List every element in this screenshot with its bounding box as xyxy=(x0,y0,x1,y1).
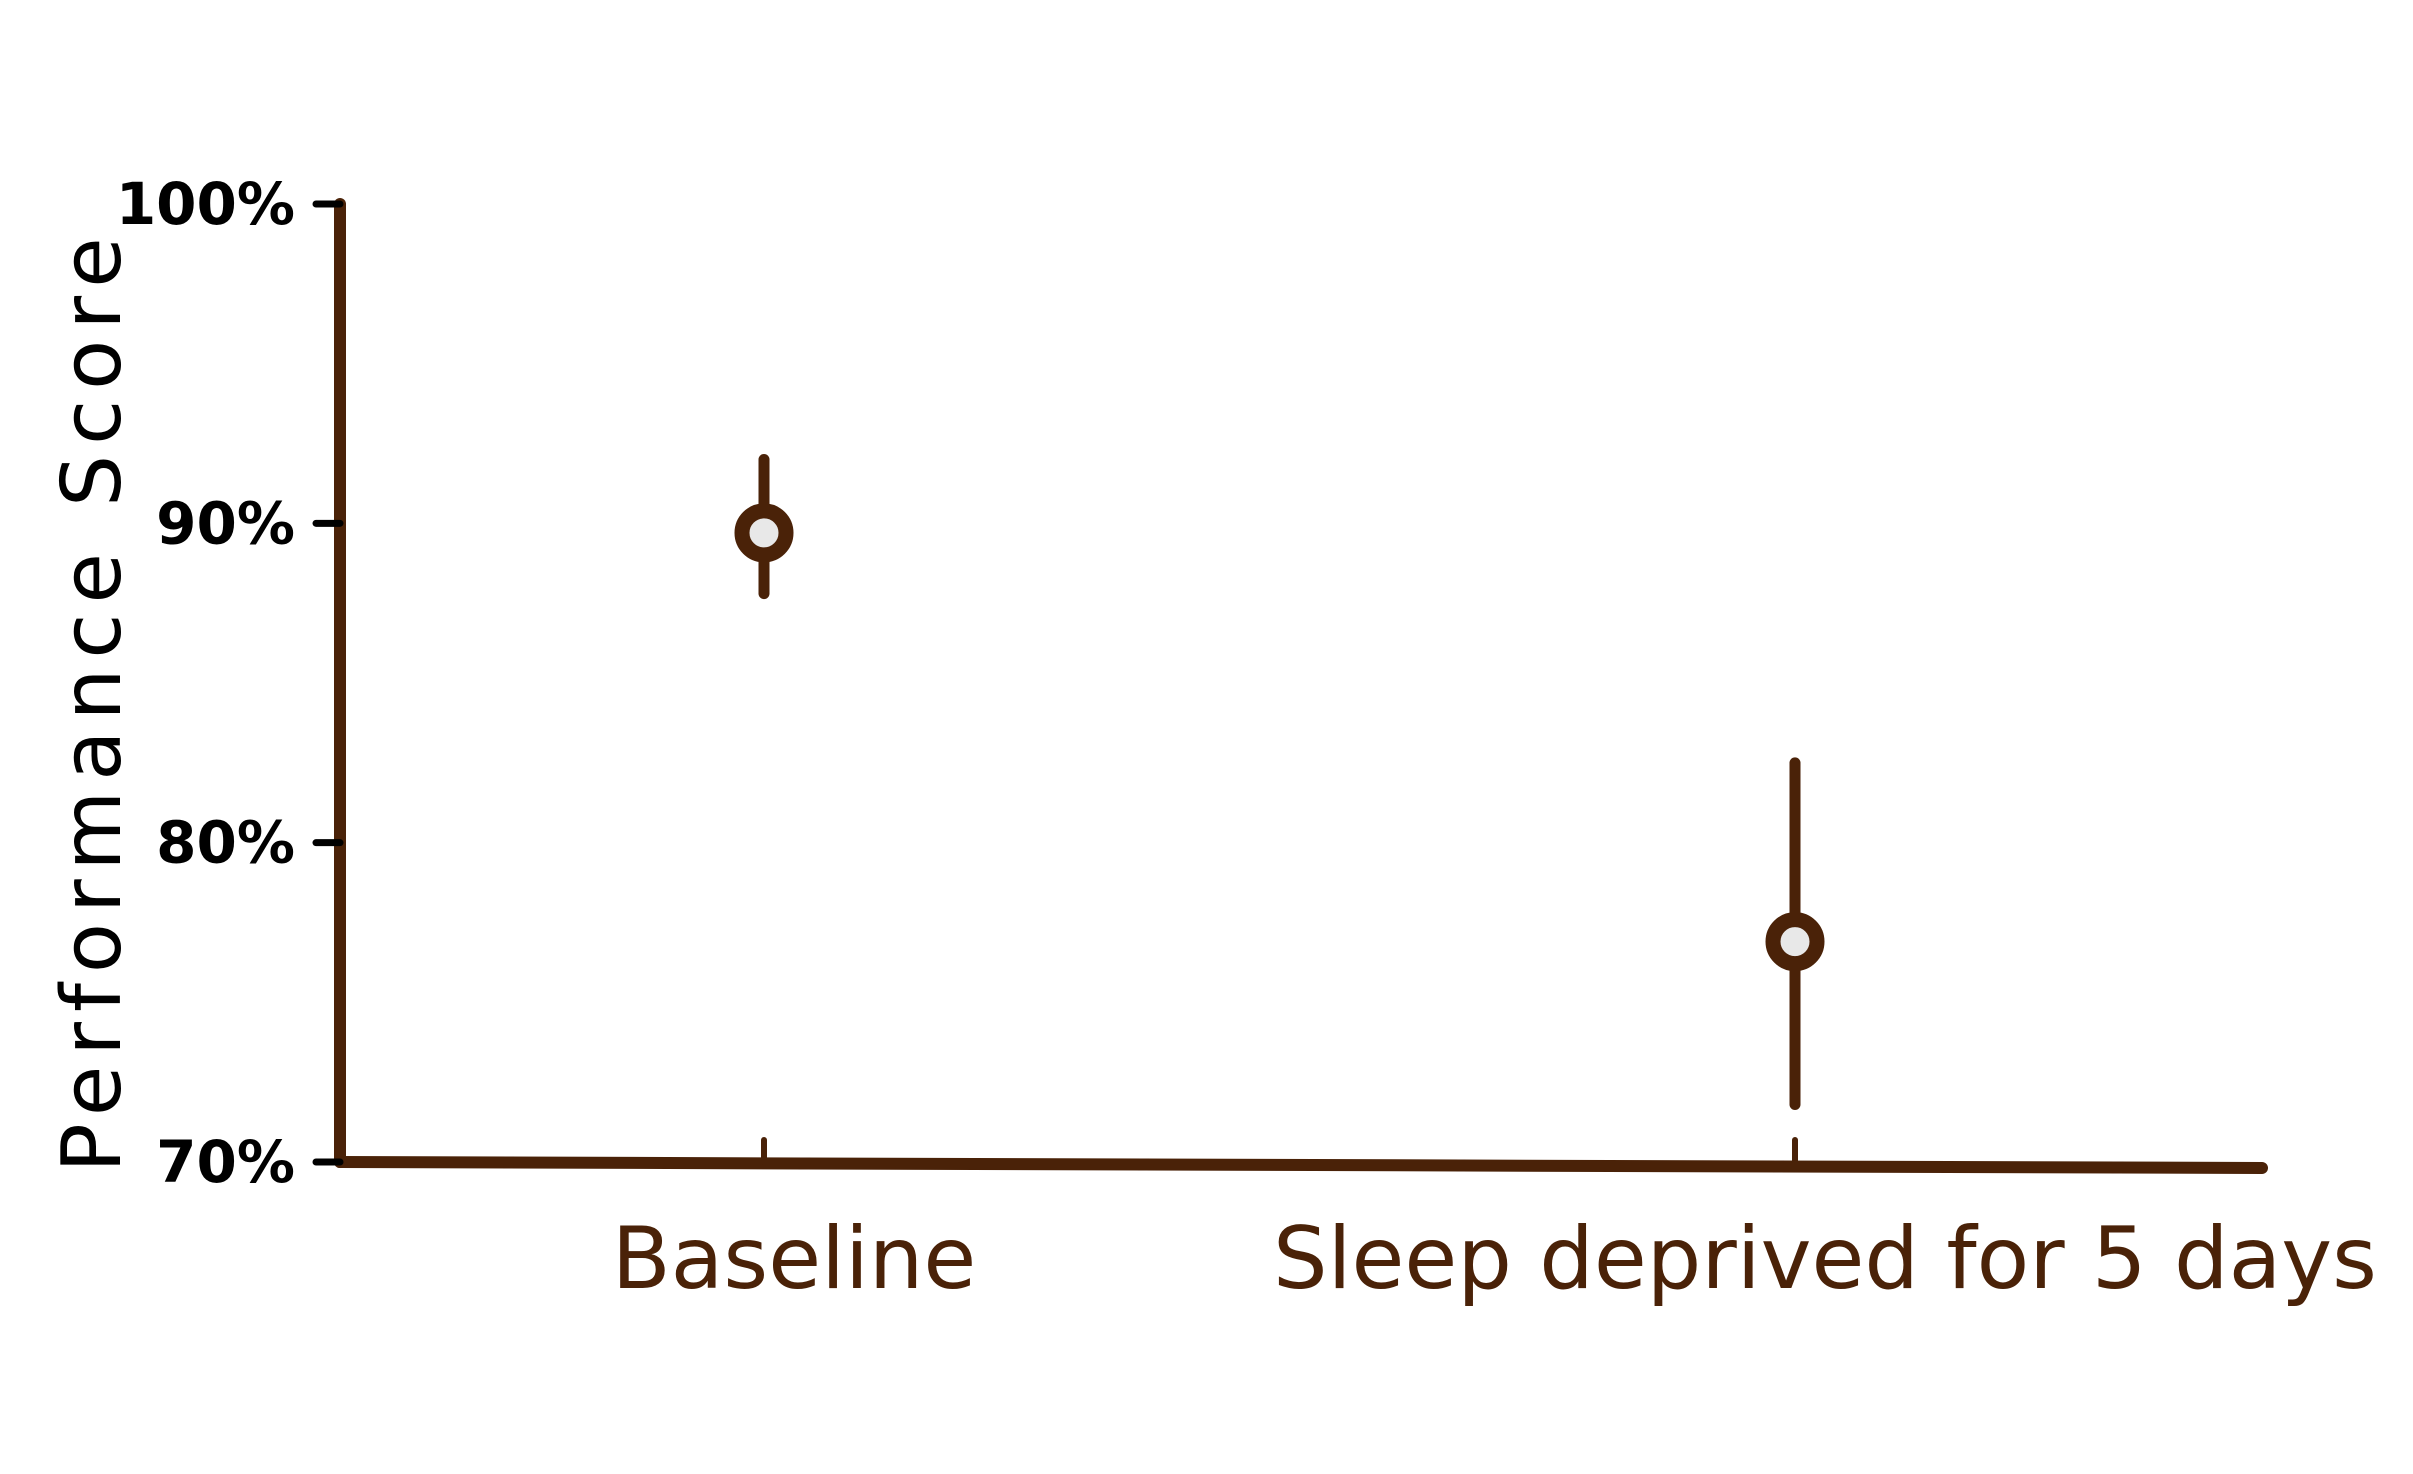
x-axis-line xyxy=(334,1156,2268,1174)
y-tick-label: 70% xyxy=(156,1128,295,1196)
x-category-label: Sleep deprived for 5 days xyxy=(1273,1209,2377,1309)
data-marks xyxy=(734,453,1825,1111)
axes xyxy=(334,198,2268,1174)
data-point xyxy=(734,503,794,563)
y-tick-label: 80% xyxy=(156,809,295,877)
x-category-label: Baseline xyxy=(612,1209,977,1309)
y-tick-label: 90% xyxy=(156,489,295,557)
y-tick-label: 100% xyxy=(116,170,295,238)
x-categories: Baseline Sleep deprived for 5 days xyxy=(612,1137,2377,1309)
y-axis-label: Performance Score xyxy=(45,227,140,1172)
data-point xyxy=(1765,912,1825,972)
y-ticks: 70% 80% 90% 100% xyxy=(116,170,344,1196)
